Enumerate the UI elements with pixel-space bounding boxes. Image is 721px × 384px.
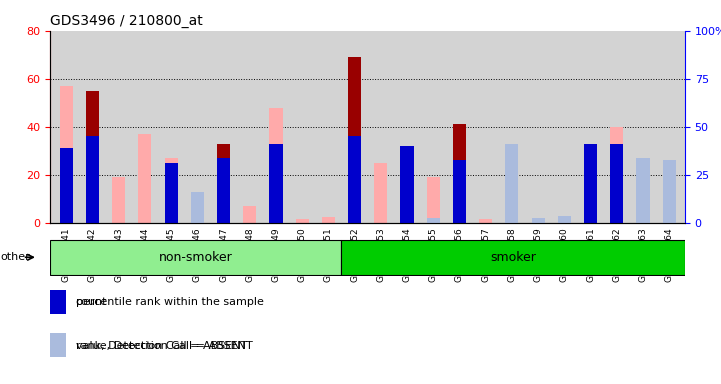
Bar	[86, 91, 99, 223]
Bar	[348, 57, 361, 223]
Bar	[138, 134, 151, 223]
Bar	[505, 144, 518, 223]
Bar	[479, 219, 492, 223]
Text: value, Detection Call = ABSENT: value, Detection Call = ABSENT	[76, 341, 252, 351]
Bar	[112, 177, 125, 223]
Bar	[60, 148, 73, 223]
Text: GDS3496 / 210800_at: GDS3496 / 210800_at	[50, 14, 203, 28]
Bar	[374, 163, 387, 223]
Bar	[558, 215, 571, 223]
Bar	[427, 177, 440, 223]
Bar	[663, 161, 676, 223]
FancyBboxPatch shape	[341, 240, 685, 275]
Bar	[50, 333, 66, 357]
Text: count: count	[76, 297, 107, 308]
Bar	[50, 290, 66, 314]
Bar	[50, 290, 66, 314]
Bar	[663, 161, 676, 223]
Bar	[217, 158, 230, 223]
Bar	[453, 161, 466, 223]
Bar	[217, 144, 230, 223]
Text: non-smoker: non-smoker	[159, 251, 233, 264]
Bar	[191, 192, 204, 223]
Bar	[637, 158, 650, 223]
Bar	[164, 158, 177, 223]
Text: other: other	[0, 252, 30, 262]
Bar	[86, 136, 99, 223]
Bar	[348, 136, 361, 223]
Bar	[400, 146, 414, 223]
Bar	[270, 108, 283, 223]
Bar	[610, 144, 624, 223]
Text: smoker: smoker	[490, 251, 536, 264]
Text: percentile rank within the sample: percentile rank within the sample	[76, 297, 264, 308]
Bar	[584, 144, 597, 223]
Bar	[637, 158, 650, 223]
Bar	[50, 333, 66, 357]
Bar	[400, 163, 414, 223]
Bar	[60, 86, 73, 223]
Bar	[531, 218, 544, 223]
Bar	[243, 206, 256, 223]
Bar	[584, 151, 597, 223]
Bar	[427, 218, 440, 223]
Bar	[453, 218, 466, 223]
Bar	[164, 163, 177, 223]
Bar	[453, 124, 466, 223]
Bar	[531, 218, 544, 223]
Text: rank, Detection Call = ABSENT: rank, Detection Call = ABSENT	[76, 341, 247, 351]
Bar	[322, 217, 335, 223]
FancyBboxPatch shape	[50, 240, 341, 275]
Bar	[270, 144, 283, 223]
Bar	[296, 219, 309, 223]
Bar	[505, 144, 518, 223]
Bar	[610, 127, 624, 223]
Bar	[191, 194, 204, 223]
